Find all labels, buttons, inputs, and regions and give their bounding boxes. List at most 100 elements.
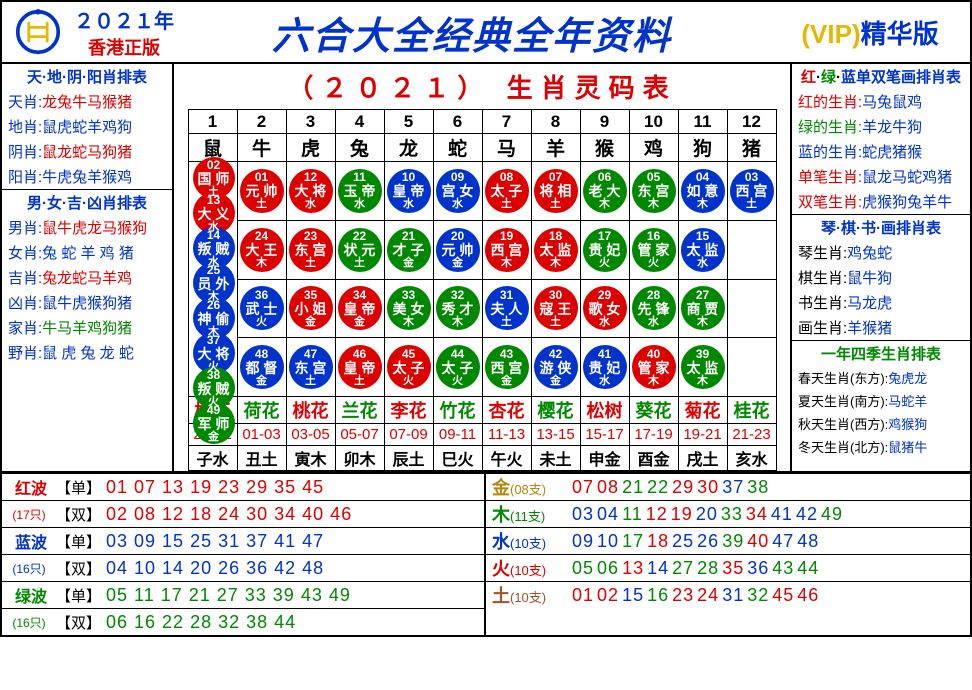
right-column: 红·绿·蓝单双笔画排肖表 红的生肖: 马兔鼠鸡绿的生肖: 羊龙牛狗蓝的生肖: 蛇… — [792, 64, 970, 471]
ball: 46皇 帝土 — [338, 345, 382, 389]
bottom-section: 红波【单】01 07 13 19 23 29 35 45(17只)【双】02 0… — [2, 473, 970, 635]
year-edition: ２０２１年 香港正版 — [74, 5, 174, 60]
wave-row: (16只)【双】06 16 22 28 32 38 44 — [2, 608, 484, 635]
ball: 41贵 妃水 — [583, 345, 627, 389]
kv-row: 画生肖: 羊猴猪 — [792, 315, 970, 340]
ball: 03西 宫土 — [730, 169, 774, 213]
ball: 44太 子火 — [436, 345, 480, 389]
ball: 30寇 王土 — [534, 286, 578, 330]
ball: 11玉 帝水 — [338, 169, 382, 213]
right-block1-rows: 红的生肖: 马兔鼠鸡绿的生肖: 羊龙牛狗蓝的生肖: 蛇虎猪猴单笔生肖: 鼠龙马蛇… — [792, 89, 970, 214]
kv-row: 红的生肖: 马兔鼠鸡 — [792, 89, 970, 114]
ball: 09宫 女水 — [436, 169, 480, 213]
kv-row: 凶肖: 鼠牛虎猴狗猪 — [2, 290, 172, 315]
ball: 40管 家木 — [632, 345, 676, 389]
ball: 08太 子土 — [485, 169, 529, 213]
right-block1-title: 红·绿·蓝单双笔画排肖表 — [792, 64, 970, 89]
ball: 39太 监木 — [681, 345, 725, 389]
ball: 31夫 人土 — [485, 286, 529, 330]
element-row: 水(10支)09101718252639404748 — [486, 527, 970, 554]
ball: 12大 将水 — [289, 169, 333, 213]
kv-row: 冬天生肖(北方): 鼠猪牛 — [792, 435, 970, 458]
wave-row: 红波【单】01 07 13 19 23 29 35 45 — [2, 473, 484, 500]
ball: 42游 侠金 — [534, 345, 578, 389]
kv-row: 棋生肖: 鼠牛狗 — [792, 265, 970, 290]
page: ２０２１年 香港正版 六合大全经典全年资料 (VIP)精华版 天·地·阴·阳肖排… — [0, 0, 972, 637]
ball: 18太 监木 — [534, 228, 578, 272]
ball: 47东 宫土 — [289, 345, 333, 389]
ball: 21才 子金 — [387, 228, 431, 272]
ball: 24大 王木 — [240, 228, 284, 272]
ball: 48都 督金 — [240, 345, 284, 389]
left-block1-title: 天·地·阴·阳肖排表 — [2, 64, 172, 89]
ball: 27商 贾木 — [681, 286, 725, 330]
ball: 33美 女木 — [387, 286, 431, 330]
ball: 49军 师金 — [193, 402, 235, 444]
center-column: （２０２１） 生肖灵码表 123456789101112鼠牛虎兔龙蛇马羊猴鸡狗猪… — [174, 64, 792, 471]
ball: 29歌 女水 — [583, 286, 627, 330]
ball: 36武 士火 — [240, 286, 284, 330]
right-block2-title: 琴·棋·书·画排肖表 — [792, 215, 970, 240]
wave-row: 绿波【单】05 11 17 21 27 33 39 43 49 — [2, 581, 484, 608]
ball: 23东 宫土 — [289, 228, 333, 272]
wave-row: (16只)【双】04 10 14 20 26 36 42 48 — [2, 554, 484, 581]
left-block2-title: 男·女·吉·凶肖排表 — [2, 190, 172, 215]
element-row: 金(08支)0708212229303738 — [486, 473, 970, 500]
edition: 香港正版 — [74, 34, 174, 60]
kv-row: 女肖: 兔 蛇 羊 鸡 猪 — [2, 240, 172, 265]
element-column: 金(08支)0708212229303738木(11支)030411121920… — [486, 473, 970, 635]
ball: 43西 宫金 — [485, 345, 529, 389]
element-row: 木(11支)0304111219203334414249 — [486, 500, 970, 527]
kv-row: 家肖: 牛马羊鸡狗猪 — [2, 315, 172, 340]
ball: 15太 监水 — [681, 228, 725, 272]
ball: 19西 宫木 — [485, 228, 529, 272]
kv-row: 夏天生肖(南方): 马蛇羊 — [792, 389, 970, 412]
kv-row: 天肖: 龙兔牛马猴猪 — [2, 89, 172, 114]
wave-row: (17只)【双】02 08 12 18 24 30 34 40 46 — [2, 500, 484, 527]
ball: 32秀 才木 — [436, 286, 480, 330]
ball: 28先 锋水 — [632, 286, 676, 330]
header: ２０２１年 香港正版 六合大全经典全年资料 (VIP)精华版 — [2, 2, 970, 64]
ball: 10皇 帝水 — [387, 169, 431, 213]
ball: 07将 相土 — [534, 169, 578, 213]
kv-row: 春天生肖(东方): 兔虎龙 — [792, 366, 970, 389]
left-column: 天·地·阴·阳肖排表 天肖: 龙兔牛马猴猪地肖: 鼠虎蛇羊鸡狗阴肖: 鼠龙蛇马狗… — [2, 64, 174, 471]
kv-row: 男肖: 鼠牛虎龙马猴狗 — [2, 215, 172, 240]
ball: 05东 宫木 — [632, 169, 676, 213]
kv-row: 绿的生肖: 羊龙牛狗 — [792, 114, 970, 139]
kv-row: 书生肖: 马龙虎 — [792, 290, 970, 315]
kv-row: 野肖: 鼠 虎 兔 龙 蛇 — [2, 340, 172, 365]
ball: 06老 大木 — [583, 169, 627, 213]
ball: 34皇 帝金 — [338, 286, 382, 330]
zodiac-table: 123456789101112鼠牛虎兔龙蛇马羊猴鸡狗猪02国 师土13大 义水1… — [188, 109, 777, 471]
logo-icon — [2, 2, 74, 62]
ball: 22状 元土 — [338, 228, 382, 272]
wave-column: 红波【单】01 07 13 19 23 29 35 45(17只)【双】02 0… — [2, 473, 486, 635]
ball: 17贵 妃火 — [583, 228, 627, 272]
ball: 01元 帅土 — [240, 169, 284, 213]
kv-row: 阴肖: 鼠龙蛇马狗猪 — [2, 139, 172, 164]
right-block2-rows: 琴生肖: 鸡兔蛇棋生肖: 鼠牛狗书生肖: 马龙虎画生肖: 羊猴猪 — [792, 240, 970, 340]
main-columns: 天·地·阴·阳肖排表 天肖: 龙兔牛马猴猪地肖: 鼠虎蛇羊鸡狗阴肖: 鼠龙蛇马狗… — [2, 64, 970, 473]
ball: 35小 姐金 — [289, 286, 333, 330]
left-block2-rows: 男肖: 鼠牛虎龙马猴狗女肖: 兔 蛇 羊 鸡 猪吉肖: 兔龙蛇马羊鸡凶肖: 鼠牛… — [2, 215, 172, 365]
main-title: 六合大全经典全年资料 — [174, 5, 770, 60]
element-row: 土(10支)01021516232431324546 — [486, 581, 970, 608]
kv-row: 双笔生肖: 虎猴狗兔羊牛 — [792, 189, 970, 214]
kv-row: 琴生肖: 鸡兔蛇 — [792, 240, 970, 265]
wave-row: 蓝波【单】03 09 15 25 31 37 41 47 — [2, 527, 484, 554]
kv-row: 蓝的生肖: 蛇虎猪猴 — [792, 139, 970, 164]
ball: 45太 子火 — [387, 345, 431, 389]
kv-row: 吉肖: 兔龙蛇马羊鸡 — [2, 265, 172, 290]
ball: 20元 帅金 — [436, 228, 480, 272]
year: ２０２１年 — [74, 5, 174, 34]
element-row: 火(10支)05061314272835364344 — [486, 554, 970, 581]
center-title: （２０２１） 生肖灵码表 — [174, 64, 790, 109]
ball: 16管 家火 — [632, 228, 676, 272]
kv-row: 秋天生肖(西方): 鸡猴狗 — [792, 412, 970, 435]
vip-label: (VIP)精华版 — [770, 14, 970, 51]
kv-row: 阳肖: 牛虎兔羊猴鸡 — [2, 164, 172, 189]
right-block3-rows: 春天生肖(东方): 兔虎龙夏天生肖(南方): 马蛇羊秋天生肖(西方): 鸡猴狗冬… — [792, 366, 970, 458]
kv-row: 单笔生肖: 鼠龙马蛇鸡猪 — [792, 164, 970, 189]
right-block3-title: 一年四季生肖排表 — [792, 341, 970, 366]
